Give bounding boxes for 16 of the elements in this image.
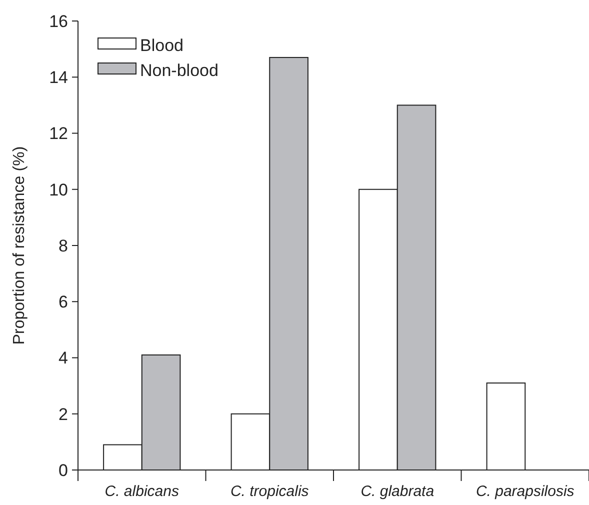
y-tick-label: 14 xyxy=(49,68,68,88)
x-tick-label: C. glabrata xyxy=(360,483,434,500)
y-tick-label: 0 xyxy=(58,460,68,480)
y-tick-label: 12 xyxy=(49,124,68,144)
legend-label: Blood xyxy=(140,36,184,55)
y-tick-label: 16 xyxy=(49,12,68,31)
legend-label: Non-blood xyxy=(140,60,218,80)
y-axis-title: Proportion of resistance (%) xyxy=(11,146,28,345)
x-tick-label: C. parapsilosis xyxy=(476,483,575,500)
x-tick-label: C. albicans xyxy=(104,483,180,500)
y-tick-label: 6 xyxy=(58,292,68,312)
x-tick-label: C. tropicalis xyxy=(230,483,310,500)
y-tick-label: 8 xyxy=(58,236,68,256)
y-tick-label: 10 xyxy=(49,180,68,200)
y-tick-label: 4 xyxy=(58,348,68,368)
y-tick-label: 2 xyxy=(58,404,68,424)
